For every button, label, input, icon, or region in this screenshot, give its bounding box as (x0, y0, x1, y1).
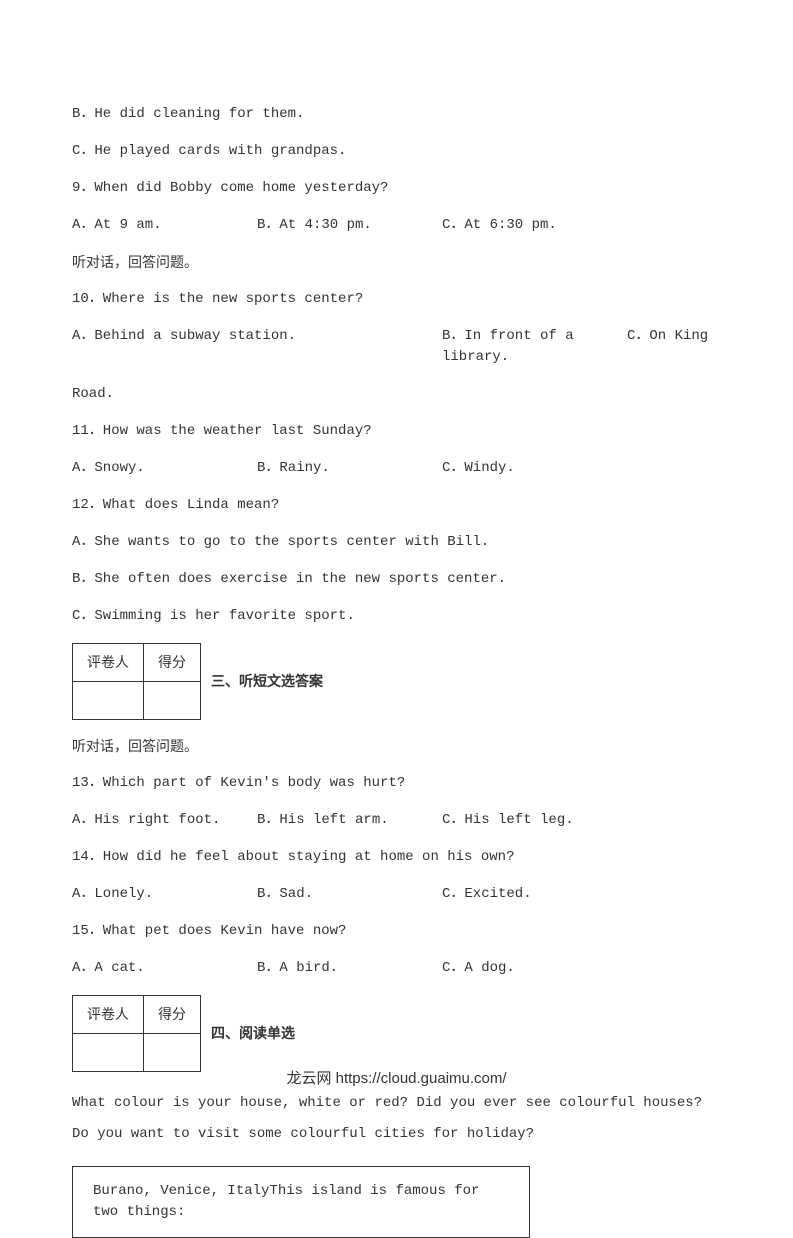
question-11: 11．How was the weather last Sunday? (72, 421, 721, 442)
q9-options: A．At 9 am. B．At 4:30 pm. C．At 6:30 pm. (72, 215, 721, 236)
question-15: 15．What pet does Kevin have now? (72, 921, 721, 942)
q10-opt-b: B．In front of a library. (442, 326, 627, 368)
question-12: 12．What does Linda mean? (72, 495, 721, 516)
q11-options: A．Snowy. B．Rainy. C．Windy. (72, 458, 721, 479)
score-blank2b (144, 1034, 201, 1072)
page-footer: 龙云网 https://cloud.guaimu.com/ (0, 1067, 793, 1088)
q9-opt-c: C．At 6:30 pm. (442, 215, 721, 236)
score-blank1 (73, 682, 144, 720)
q14-opt-b: B．Sad. (257, 884, 442, 905)
q9-opt-a: A．At 9 am. (72, 215, 257, 236)
section-3-title: 三、听短文选答案 (211, 671, 323, 692)
passage-intro: What colour is your house, white or red?… (72, 1088, 721, 1150)
score-col2: 得分 (144, 644, 201, 682)
q13-opt-b: B．His left arm. (257, 810, 442, 831)
q14-opt-a: A．Lonely. (72, 884, 257, 905)
instruction-2: 听对话，回答问题。 (72, 736, 721, 757)
q12-opt-b: B．She often does exercise in the new spo… (72, 569, 721, 590)
q12-opt-a: A．She wants to go to the sports center w… (72, 532, 721, 553)
score-table-2: 评卷人 得分 (72, 995, 201, 1072)
score-col2b: 得分 (144, 996, 201, 1034)
q11-opt-b: B．Rainy. (257, 458, 442, 479)
q13-opt-c: C．His left leg. (442, 810, 721, 831)
section-4-row: 评卷人 得分 四、阅读单选 (72, 995, 721, 1072)
q15-options: A．A cat. B．A bird. C．A dog. (72, 958, 721, 979)
q9-opt-b: B．At 4:30 pm. (257, 215, 442, 236)
score-blank2 (144, 682, 201, 720)
instruction-1: 听对话，回答问题。 (72, 252, 721, 273)
score-col1: 评卷人 (73, 644, 144, 682)
question-10: 10．Where is the new sports center? (72, 289, 721, 310)
question-9: 9．When did Bobby come home yesterday? (72, 178, 721, 199)
q14-opt-c: C．Excited. (442, 884, 721, 905)
q13-opt-a: A．His right foot. (72, 810, 257, 831)
section-3-row: 评卷人 得分 三、听短文选答案 (72, 643, 721, 720)
q11-opt-c: C．Windy. (442, 458, 721, 479)
q10-opt-a: A．Behind a subway station. (72, 326, 442, 368)
section-4-title: 四、阅读单选 (211, 1023, 295, 1044)
q10-opt-c: C．On King (627, 326, 708, 368)
q14-options: A．Lonely. B．Sad. C．Excited. (72, 884, 721, 905)
q10-opt-c2: Road. (72, 384, 721, 405)
prev-option-b: B．He did cleaning for them. (72, 104, 721, 125)
q12-opt-c: C．Swimming is her favorite sport. (72, 606, 721, 627)
document-content: B．He did cleaning for them. C．He played … (0, 0, 793, 1238)
score-table-1: 评卷人 得分 (72, 643, 201, 720)
q15-opt-a: A．A cat. (72, 958, 257, 979)
q11-opt-a: A．Snowy. (72, 458, 257, 479)
passage-box: Burano, Venice, ItalyThis island is famo… (72, 1166, 530, 1238)
score-col1b: 评卷人 (73, 996, 144, 1034)
q15-opt-b: B．A bird. (257, 958, 442, 979)
q13-options: A．His right foot. B．His left arm. C．His … (72, 810, 721, 831)
question-13: 13．Which part of Kevin's body was hurt? (72, 773, 721, 794)
question-14: 14．How did he feel about staying at home… (72, 847, 721, 868)
box-text: Burano, Venice, ItalyThis island is famo… (93, 1183, 479, 1220)
q10-options: A．Behind a subway station. B．In front of… (72, 326, 721, 368)
prev-option-c: C．He played cards with grandpas. (72, 141, 721, 162)
q15-opt-c: C．A dog. (442, 958, 721, 979)
score-blank1b (73, 1034, 144, 1072)
